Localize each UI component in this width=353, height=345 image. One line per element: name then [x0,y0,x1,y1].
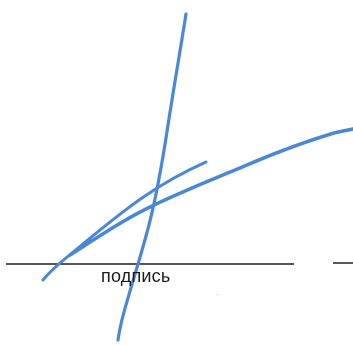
signature-caption: подпись [101,266,171,286]
signature-stroke-cross [41,160,208,282]
scan-speck [217,294,218,295]
signature-stroke-tail [68,127,353,257]
signature-stroke-vertical [116,12,188,342]
handwritten-signature [41,12,353,342]
